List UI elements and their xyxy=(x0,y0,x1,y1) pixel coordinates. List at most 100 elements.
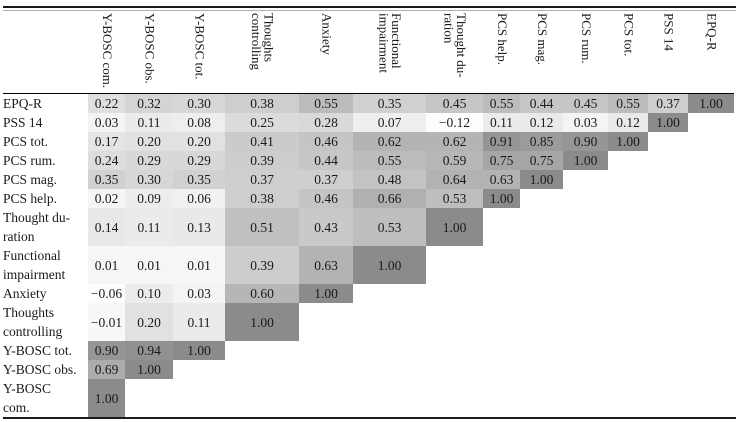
column-header-label: PSS 14 xyxy=(661,13,677,51)
matrix-cell: 0.32 xyxy=(125,93,173,114)
column-header: Y-BOSC obs. xyxy=(125,11,173,95)
row-label: Y-BOSC obs. xyxy=(3,360,88,380)
row-label: PCS mag. xyxy=(3,170,88,190)
matrix-cell: 1.00 xyxy=(173,341,225,361)
column-header: Anxiety xyxy=(299,11,353,95)
matrix-cell: 0.29 xyxy=(125,151,173,171)
matrix-cell: 0.60 xyxy=(225,284,299,304)
matrix-cell: 0.11 xyxy=(125,113,173,133)
matrix-cell: 0.35 xyxy=(173,170,225,190)
empty-cell xyxy=(608,360,648,379)
column-header-label: Thoughts controlling xyxy=(249,13,277,71)
empty-cell xyxy=(426,379,483,417)
matrix-cell: 0.62 xyxy=(353,132,426,152)
empty-cell xyxy=(563,360,608,379)
row-label: PCS help. xyxy=(3,189,88,209)
empty-cell xyxy=(225,360,299,379)
empty-cell xyxy=(688,284,734,303)
matrix-cell: 1.00 xyxy=(520,170,563,190)
empty-cell xyxy=(353,284,426,303)
matrix-cell: 0.37 xyxy=(299,170,353,190)
empty-cell xyxy=(648,341,688,360)
matrix-cell: 0.45 xyxy=(563,93,608,114)
empty-cell xyxy=(299,379,353,417)
table-row: PCS help. 0.02 0.09 0.06 0.38 0.46 0.66 0.53 1.0… xyxy=(3,189,734,209)
matrix-cell: 0.53 xyxy=(426,189,483,209)
matrix-cell: 0.94 xyxy=(125,341,173,361)
matrix-cell: 1.00 xyxy=(88,379,125,418)
column-header-label: PCS mag. xyxy=(534,13,550,66)
empty-cell xyxy=(426,246,483,284)
empty-cell xyxy=(563,303,608,341)
matrix-cell: 0.39 xyxy=(225,151,299,171)
empty-cell xyxy=(608,284,648,303)
empty-cell xyxy=(608,303,648,341)
matrix-cell: 0.30 xyxy=(125,170,173,190)
empty-cell xyxy=(648,151,688,170)
matrix-cell: 0.41 xyxy=(225,132,299,152)
empty-cell xyxy=(648,360,688,379)
column-header: PCS rum. xyxy=(563,11,608,95)
empty-cell xyxy=(608,246,648,284)
table-row: Thought du- ration 0.14 0.11 0.13 0.51 0.43 0.… xyxy=(3,208,734,247)
matrix-cell: 0.35 xyxy=(88,170,125,190)
empty-cell xyxy=(353,303,426,341)
column-header-label: EPQ-R xyxy=(704,13,720,51)
matrix-cell: 0.85 xyxy=(520,132,563,152)
matrix-cell: 1.00 xyxy=(353,246,426,285)
empty-cell xyxy=(608,151,648,170)
empty-cell xyxy=(608,170,648,189)
matrix-cell: 1.00 xyxy=(299,284,353,304)
matrix-cell: 1.00 xyxy=(125,360,173,380)
empty-cell xyxy=(563,284,608,303)
empty-cell xyxy=(648,246,688,284)
matrix-cell: 0.20 xyxy=(125,132,173,152)
matrix-cell: 0.55 xyxy=(299,93,353,114)
matrix-cell: 0.63 xyxy=(299,246,353,285)
matrix-cell: 0.02 xyxy=(88,189,125,209)
empty-cell xyxy=(648,208,688,246)
row-label: Thought du- ration xyxy=(3,208,88,247)
empty-cell xyxy=(483,379,520,417)
empty-cell xyxy=(353,379,426,417)
empty-cell xyxy=(563,341,608,360)
row-label: Y-BOSC tot. xyxy=(3,341,88,361)
column-header-label: Thought du- ration xyxy=(441,13,470,78)
empty-cell xyxy=(688,379,734,417)
matrix-cell: −0.01 xyxy=(88,303,125,342)
row-label: EPQ-R xyxy=(3,93,88,114)
table-row: EPQ-R 0.22 0.32 0.30 0.38 0.55 0.35 0.45 0.55 0.4… xyxy=(3,93,734,114)
table-top-rule-echo xyxy=(3,10,736,11)
empty-cell xyxy=(483,246,520,284)
empty-cell xyxy=(426,303,483,341)
empty-cell xyxy=(225,341,299,360)
empty-cell xyxy=(648,284,688,303)
column-header-label: Anxiety xyxy=(319,13,335,55)
matrix-cell: 0.45 xyxy=(426,93,483,114)
column-header-label: PCS tot. xyxy=(621,13,637,57)
row-label: Y-BOSC com. xyxy=(3,379,88,418)
matrix-cell: −0.06 xyxy=(88,284,125,304)
column-header: Thought du- ration xyxy=(426,11,483,95)
matrix-cell: 0.12 xyxy=(520,113,563,133)
matrix-cell: 1.00 xyxy=(688,93,734,114)
empty-cell xyxy=(688,246,734,284)
matrix-cell: 0.38 xyxy=(225,189,299,209)
empty-cell xyxy=(483,303,520,341)
empty-cell xyxy=(520,379,563,417)
column-header: PCS tot. xyxy=(608,11,648,95)
empty-cell xyxy=(608,341,648,360)
column-header: Y-BOSC com. xyxy=(88,11,125,95)
empty-cell xyxy=(608,189,648,208)
table-row: Thoughts controlling −0.01 0.20 0.11 1.00 xyxy=(3,303,734,342)
empty-cell xyxy=(483,360,520,379)
matrix-cell: 0.53 xyxy=(353,208,426,247)
empty-cell xyxy=(299,341,353,360)
matrix-cell: 0.64 xyxy=(426,170,483,190)
matrix-cell: 0.75 xyxy=(520,151,563,171)
empty-cell xyxy=(520,341,563,360)
column-header: Thoughts controlling xyxy=(225,11,299,95)
matrix-cell: 0.22 xyxy=(88,93,125,114)
matrix-cell: 0.07 xyxy=(353,113,426,133)
